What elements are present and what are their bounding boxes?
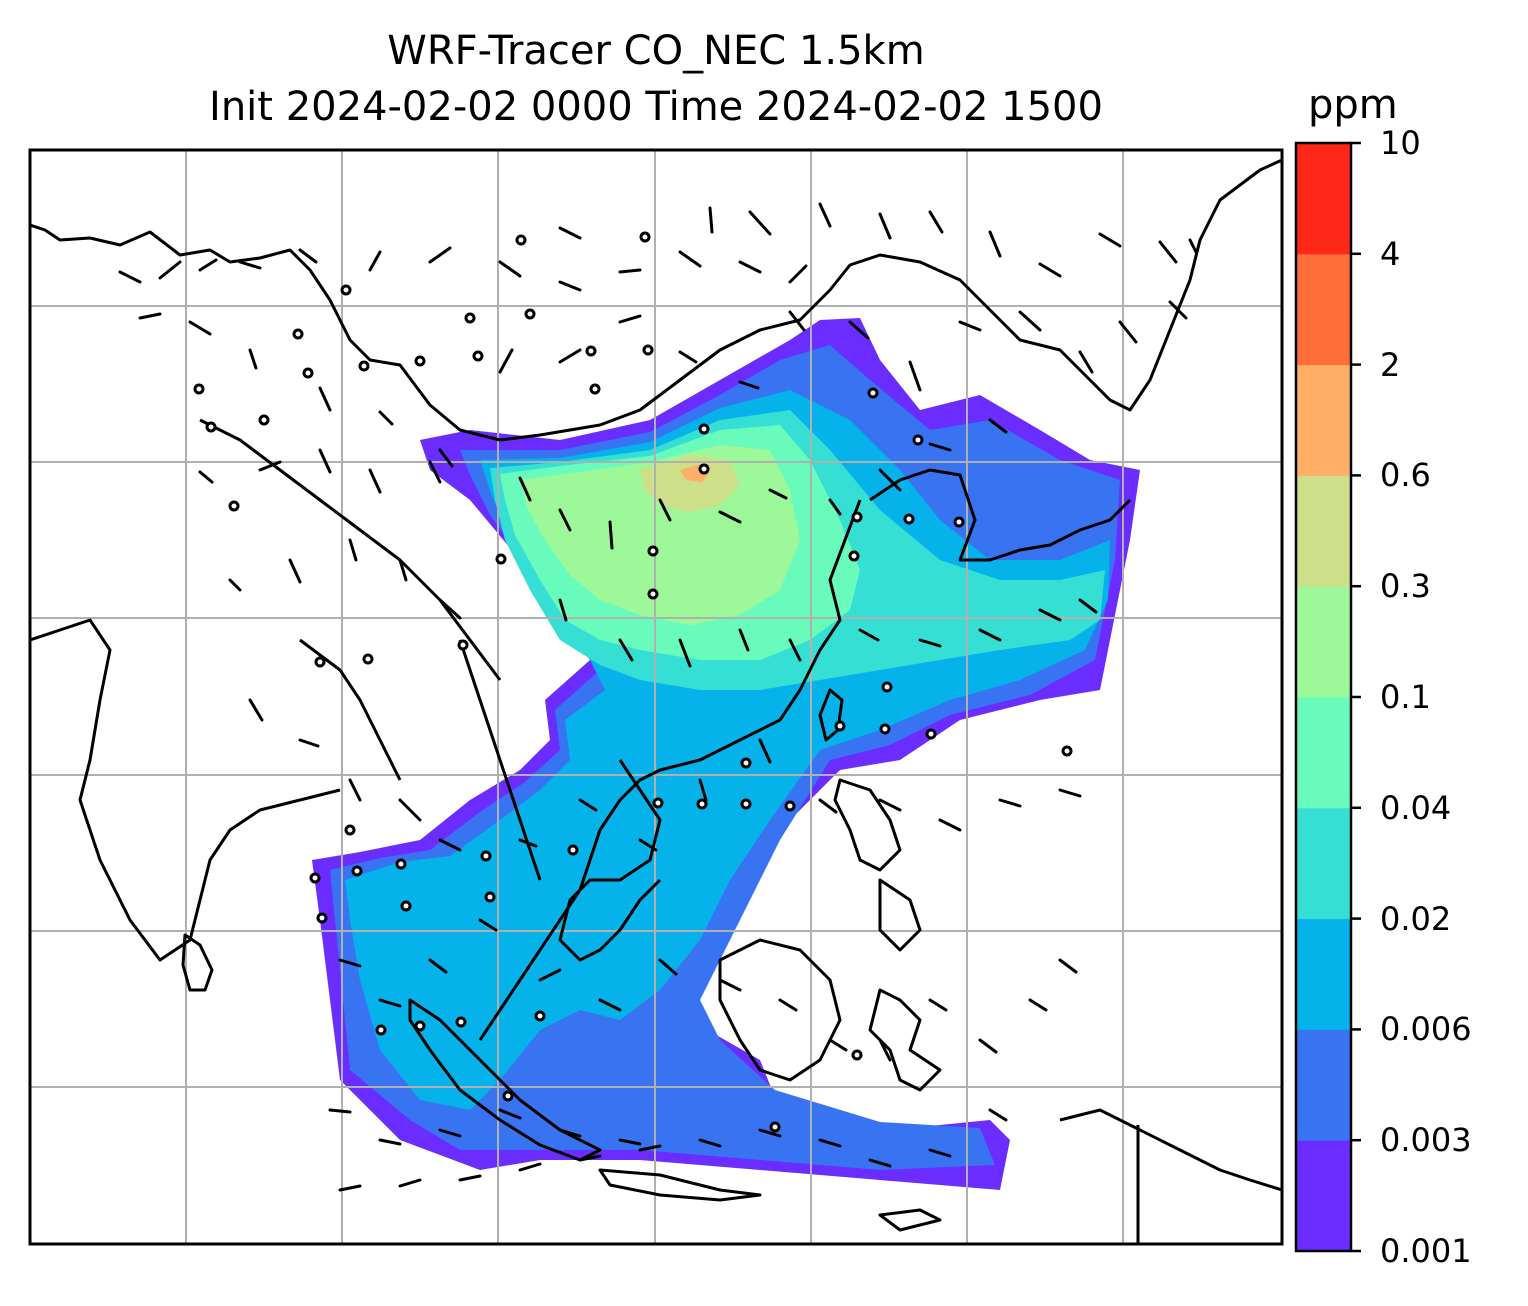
colorbar-tick-label: 0.02 [1380, 899, 1452, 938]
timor-coast [878, 1208, 942, 1232]
colorbar-tick-label: 0.3 [1380, 567, 1431, 606]
inland-borders [199, 418, 542, 881]
new-guinea-coast [1059, 1108, 1282, 1192]
colorbar-tick-label: 0.1 [1380, 678, 1431, 716]
sri-lanka-coast [181, 933, 214, 992]
philippines-coast [833, 778, 922, 952]
colorbar-ticks [1351, 141, 1361, 1253]
chart-title-line2: Init 2024-02-02 0000 Time 2024-02-02 150… [209, 84, 1103, 130]
colorbar-segment [1296, 143, 1351, 255]
colorbar-segment [1296, 697, 1351, 809]
korea-japan-coast [869, 468, 1132, 562]
china-east-coast [478, 499, 862, 1041]
calm-markers [193, 231, 1073, 1133]
wind-barbs [118, 202, 1198, 1192]
colorbar-segment [1296, 586, 1351, 698]
colorbar-segment [1296, 1140, 1351, 1252]
colorbar-tick-label: 0.001 [1380, 1232, 1472, 1270]
colorbar [1296, 143, 1351, 1252]
java-coast [598, 1168, 762, 1202]
colorbar-tick-label: 0.006 [1380, 1010, 1472, 1049]
indochina-coast [558, 759, 662, 962]
taiwan-coast [818, 688, 844, 742]
map-gridlines [30, 150, 1282, 1244]
colorbar-tick-label: 0.04 [1380, 788, 1452, 827]
colorbar-tick-label: 0.003 [1380, 1121, 1472, 1160]
colorbar-segment [1296, 364, 1351, 476]
tracer-level-6 [640, 455, 740, 512]
colorbar-tick-label: 4 [1380, 234, 1401, 273]
map-frame [28, 148, 1284, 1246]
colorbar-tick-label: 0.6 [1380, 456, 1431, 495]
colorbar-segment [1296, 807, 1351, 920]
colorbar-unit-label: ppm [1308, 82, 1398, 128]
chart-title-line1: WRF-Tracer CO_NEC 1.5km [387, 28, 925, 74]
colorbar-tick-label: 10 [1380, 124, 1421, 162]
india-coast [30, 618, 341, 962]
borneo-coast [718, 938, 842, 1082]
colorbar-tick-label: 2 [1380, 345, 1401, 384]
colorbar-segment [1296, 918, 1351, 1030]
colorbar-segment [1296, 253, 1351, 366]
colorbar-segment [1296, 1029, 1351, 1141]
asia-mainland-coast [30, 158, 1282, 442]
colorbar-segment [1296, 475, 1351, 587]
